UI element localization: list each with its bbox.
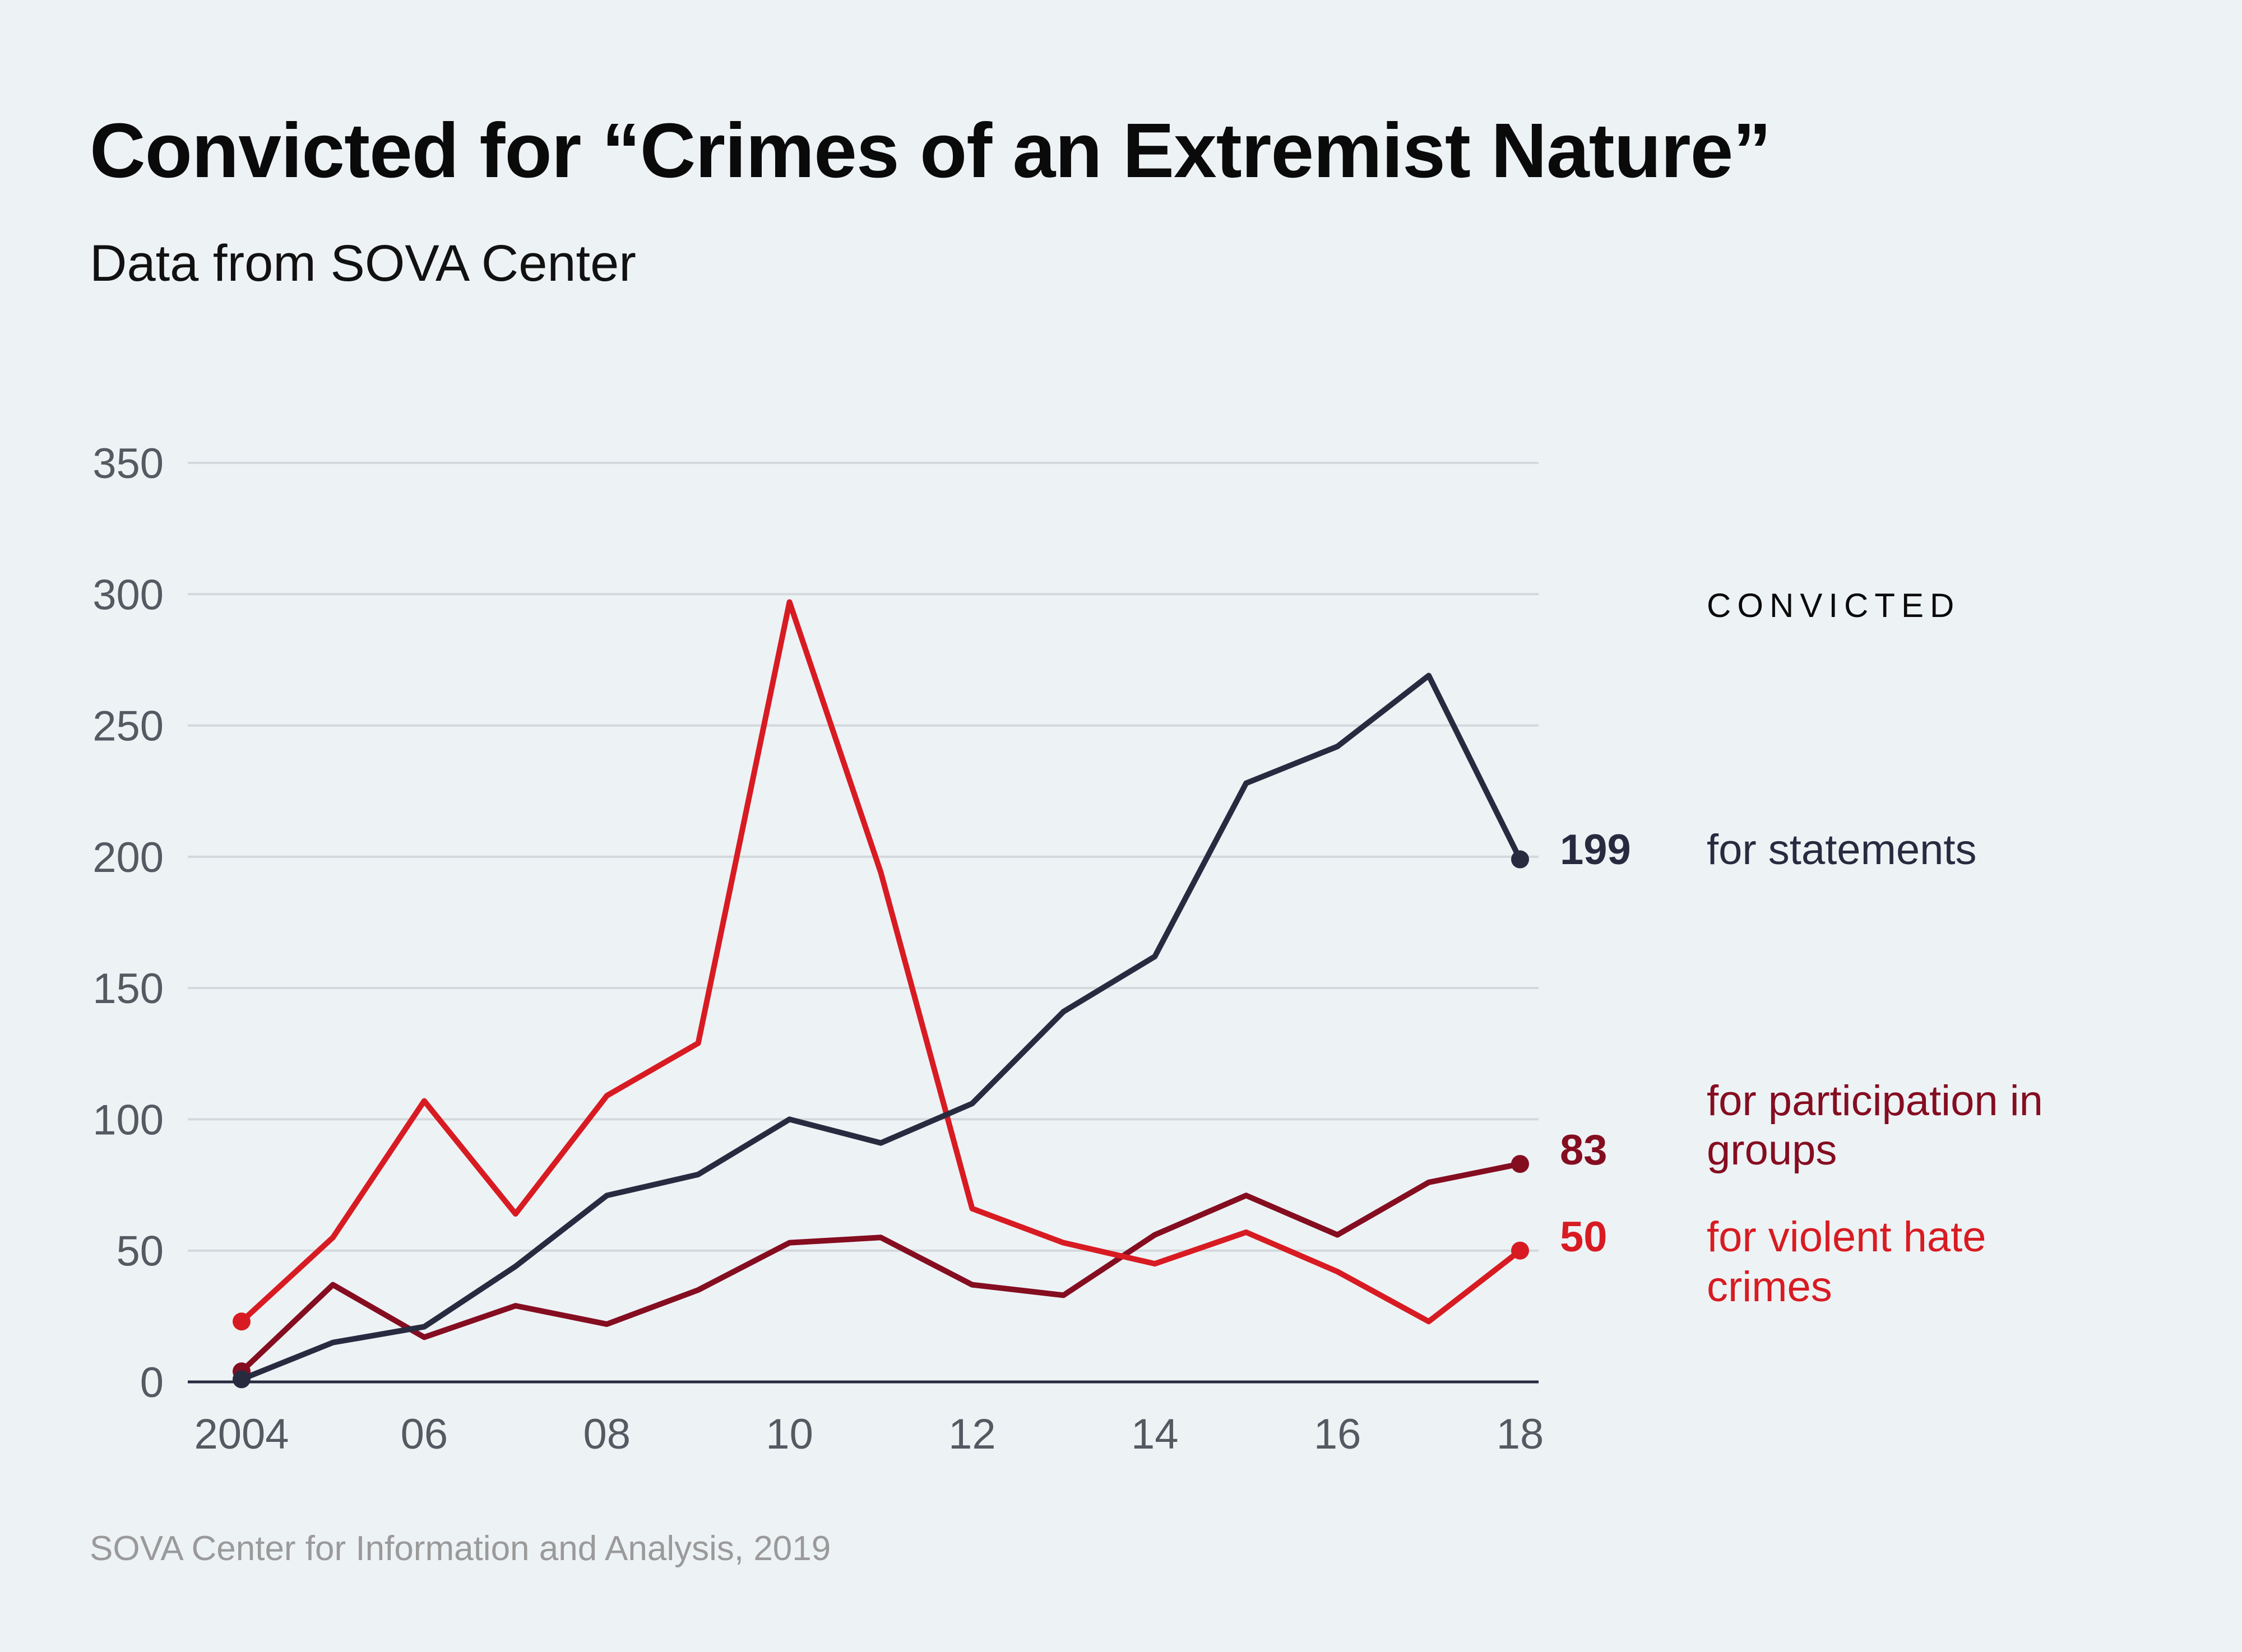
x-tick-label: 08 xyxy=(583,1410,631,1458)
x-tick-label: 2004 xyxy=(194,1410,289,1458)
y-tick-label: 50 xyxy=(116,1228,164,1275)
gridlines xyxy=(188,462,1539,1384)
chart-subtitle: Data from SOVA Center xyxy=(90,235,636,292)
legend-label-groups: groups xyxy=(1707,1126,1837,1174)
legend-label-violent: crimes xyxy=(1707,1263,1832,1311)
x-axis-tick-labels: 2004 06 08 10 12 14 16 18 xyxy=(194,1410,1544,1458)
y-tick-label: 200 xyxy=(92,834,164,881)
y-tick-label: 0 xyxy=(140,1359,164,1407)
end-point-groups xyxy=(1511,1155,1529,1173)
start-point-statements xyxy=(233,1370,251,1389)
y-tick-label: 300 xyxy=(92,571,164,619)
start-point-violent xyxy=(233,1312,251,1331)
end-label-violent: 50 xyxy=(1560,1213,1608,1261)
legend-label-groups: for participation in xyxy=(1707,1077,2043,1125)
x-tick-label: 16 xyxy=(1314,1410,1361,1458)
line-groups xyxy=(239,1161,1523,1375)
series-violent xyxy=(233,599,1529,1331)
x-tick-label: 06 xyxy=(401,1410,448,1458)
end-label-statements: 199 xyxy=(1560,826,1631,874)
end-value-labels: 83 50 199 xyxy=(1560,826,1631,1261)
end-label-groups: 83 xyxy=(1560,1126,1608,1174)
line-violent xyxy=(239,599,1523,1325)
series-statements xyxy=(233,672,1529,1389)
y-tick-label: 150 xyxy=(92,965,164,1013)
legend-label-statements: for statements xyxy=(1707,826,1977,874)
legend-heading: CONVICTED xyxy=(1707,587,1960,624)
chart-title: Convicted for “Crimes of an Extremist Na… xyxy=(90,108,1771,194)
x-tick-label: 10 xyxy=(766,1410,813,1458)
y-tick-label: 100 xyxy=(92,1096,164,1144)
end-point-violent xyxy=(1511,1241,1529,1260)
x-tick-label: 14 xyxy=(1131,1410,1179,1458)
y-axis-tick-labels: 0 50 100 150 200 250 300 350 xyxy=(92,440,164,1407)
source-footer: SOVA Center for Information and Analysis… xyxy=(90,1529,831,1568)
legend-label-violent: for violent hate xyxy=(1707,1213,1986,1261)
series-lines xyxy=(233,599,1529,1389)
y-tick-label: 250 xyxy=(92,703,164,750)
y-tick-label: 350 xyxy=(92,440,164,488)
end-point-statements xyxy=(1511,850,1529,869)
x-tick-label: 18 xyxy=(1497,1410,1544,1458)
x-tick-label: 12 xyxy=(948,1410,996,1458)
line-statements xyxy=(239,672,1523,1382)
